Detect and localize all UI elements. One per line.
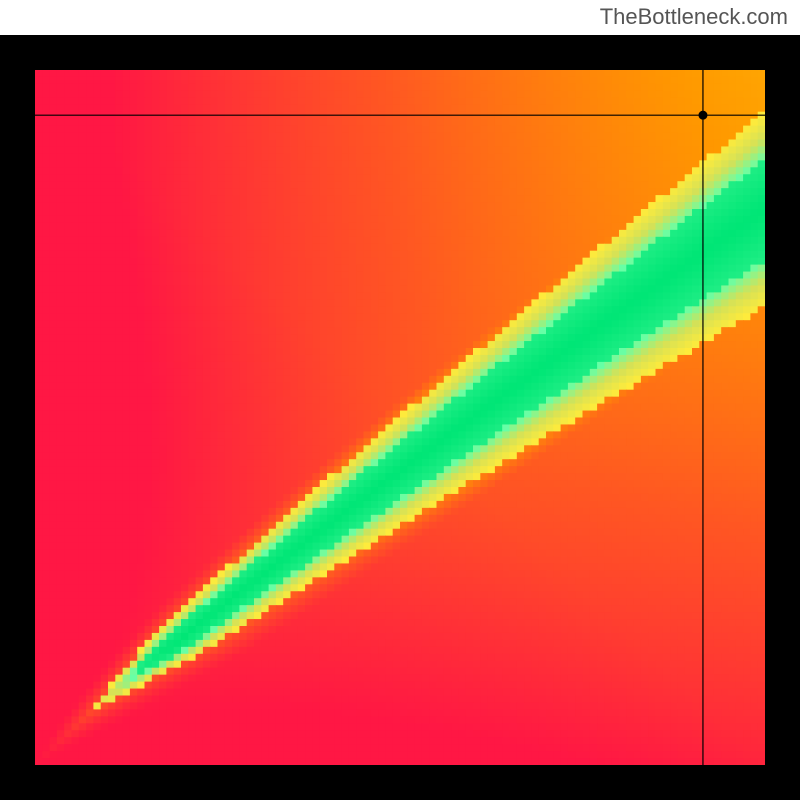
crosshair-marker (698, 111, 707, 120)
bottleneck-heatmap (0, 35, 800, 800)
heatmap-cells (35, 70, 766, 766)
heatmap-svg (0, 35, 800, 800)
watermark-text: TheBottleneck.com (600, 4, 788, 30)
